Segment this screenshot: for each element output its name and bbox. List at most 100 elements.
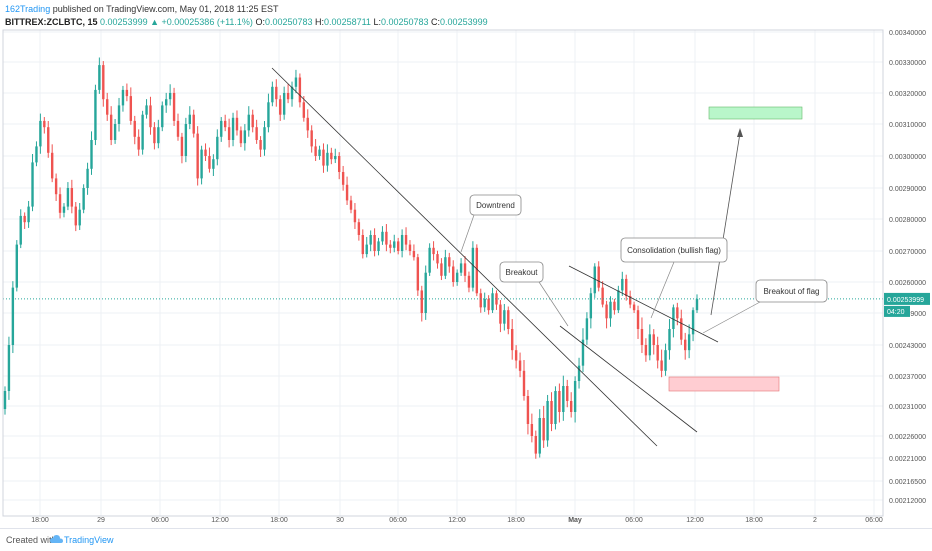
candle xyxy=(672,304,675,338)
candle xyxy=(542,405,545,448)
candle xyxy=(334,148,337,164)
candle xyxy=(550,392,553,432)
symbol-label[interactable]: BITTREX:ZCLBTC, 15 xyxy=(5,17,98,27)
x-tick-label: 2 xyxy=(813,517,817,524)
candle-body xyxy=(66,188,70,207)
candle-body xyxy=(310,130,313,147)
candle xyxy=(632,301,636,313)
author-link[interactable]: 162Trading xyxy=(5,4,51,14)
candle xyxy=(436,250,439,269)
candle-body xyxy=(660,360,663,371)
candle xyxy=(357,218,361,241)
candle xyxy=(554,386,557,430)
candle-body xyxy=(424,272,427,313)
candle-body xyxy=(581,339,585,366)
candle xyxy=(208,147,211,173)
candle-body xyxy=(334,156,337,160)
tradingview-cloud-icon xyxy=(50,535,63,543)
candle xyxy=(393,234,396,253)
x-tick-label: 12:00 xyxy=(686,517,704,524)
candle-body xyxy=(452,266,455,282)
y-tick-label: 0.00270000 xyxy=(889,249,926,256)
candle xyxy=(66,182,70,211)
candle xyxy=(593,263,596,298)
tradingview-link[interactable]: TradingView xyxy=(64,535,114,545)
candle-body xyxy=(50,152,54,179)
candle xyxy=(613,298,616,315)
candle-body xyxy=(467,275,471,288)
candle xyxy=(373,228,376,257)
candle-body xyxy=(479,293,482,308)
created-with-label: Created with xyxy=(6,535,57,545)
y-tick-label: 0.00290000 xyxy=(889,186,926,193)
candle-body xyxy=(404,235,408,245)
candle-body xyxy=(554,391,557,424)
candle xyxy=(90,131,93,175)
candle-body xyxy=(676,307,679,319)
countdown-label: 04:20 xyxy=(887,309,905,316)
candle xyxy=(636,305,640,339)
candle xyxy=(345,176,349,206)
candle-body xyxy=(495,293,498,305)
candle xyxy=(78,203,81,231)
candle xyxy=(223,114,227,132)
candle xyxy=(628,290,632,309)
candle xyxy=(145,99,148,119)
candle-body xyxy=(243,130,247,144)
candle xyxy=(499,300,502,333)
candle xyxy=(62,203,66,218)
candle-body xyxy=(231,117,235,140)
candle-body xyxy=(499,304,502,324)
y-tick-label: 0.00310000 xyxy=(889,122,926,129)
candle-body xyxy=(255,127,258,140)
candle-body xyxy=(204,149,207,156)
x-tick-label: 30 xyxy=(336,517,344,524)
candle xyxy=(652,329,655,355)
candle-body xyxy=(511,329,514,351)
candle-body xyxy=(74,206,77,226)
candle-body xyxy=(11,287,15,345)
callout-box xyxy=(499,261,544,283)
candle-body xyxy=(385,231,388,245)
chart-header: 162Trading published on TradingView.com,… xyxy=(5,3,925,29)
x-tick-label: 18:00 xyxy=(31,517,49,524)
candlestick-chart[interactable]: Downtrend Breakout Consolidation (bullish … xyxy=(0,0,932,528)
high-label: H: xyxy=(315,17,325,27)
candle xyxy=(503,303,506,331)
candle xyxy=(625,274,628,301)
candle xyxy=(314,139,317,161)
countdown-tag xyxy=(884,305,910,317)
target-arrow xyxy=(710,132,741,316)
candle-body xyxy=(463,263,467,276)
candle xyxy=(290,81,294,107)
candle-body xyxy=(318,149,321,156)
candle xyxy=(153,122,156,150)
change-value: ▲ +0.00025386 (+11.1%) xyxy=(150,17,253,27)
candle-body xyxy=(259,140,262,150)
candle-body xyxy=(566,386,569,401)
candle-body xyxy=(338,156,341,172)
x-tick-label: 18:00 xyxy=(745,517,763,524)
candle xyxy=(227,118,231,148)
candle-body xyxy=(664,350,667,371)
candle-body xyxy=(314,146,317,156)
candle xyxy=(235,110,239,136)
candle-body xyxy=(412,251,416,258)
candle xyxy=(507,306,510,335)
candle xyxy=(605,300,608,329)
callout-pointer xyxy=(460,214,475,253)
candle-body xyxy=(330,152,333,160)
y-tick-label: 0.00221000 xyxy=(889,456,926,463)
candle-body xyxy=(19,215,22,245)
candle-body xyxy=(15,244,18,288)
callout-box xyxy=(620,237,728,263)
candle-body xyxy=(684,339,687,351)
candle xyxy=(589,287,593,329)
candle-body xyxy=(349,200,353,210)
callout-box xyxy=(469,194,522,216)
candle xyxy=(243,124,247,151)
x-tick-label: 12:00 xyxy=(448,517,466,524)
candle-body xyxy=(542,418,545,441)
candle xyxy=(3,386,7,415)
candle-body xyxy=(196,133,199,179)
